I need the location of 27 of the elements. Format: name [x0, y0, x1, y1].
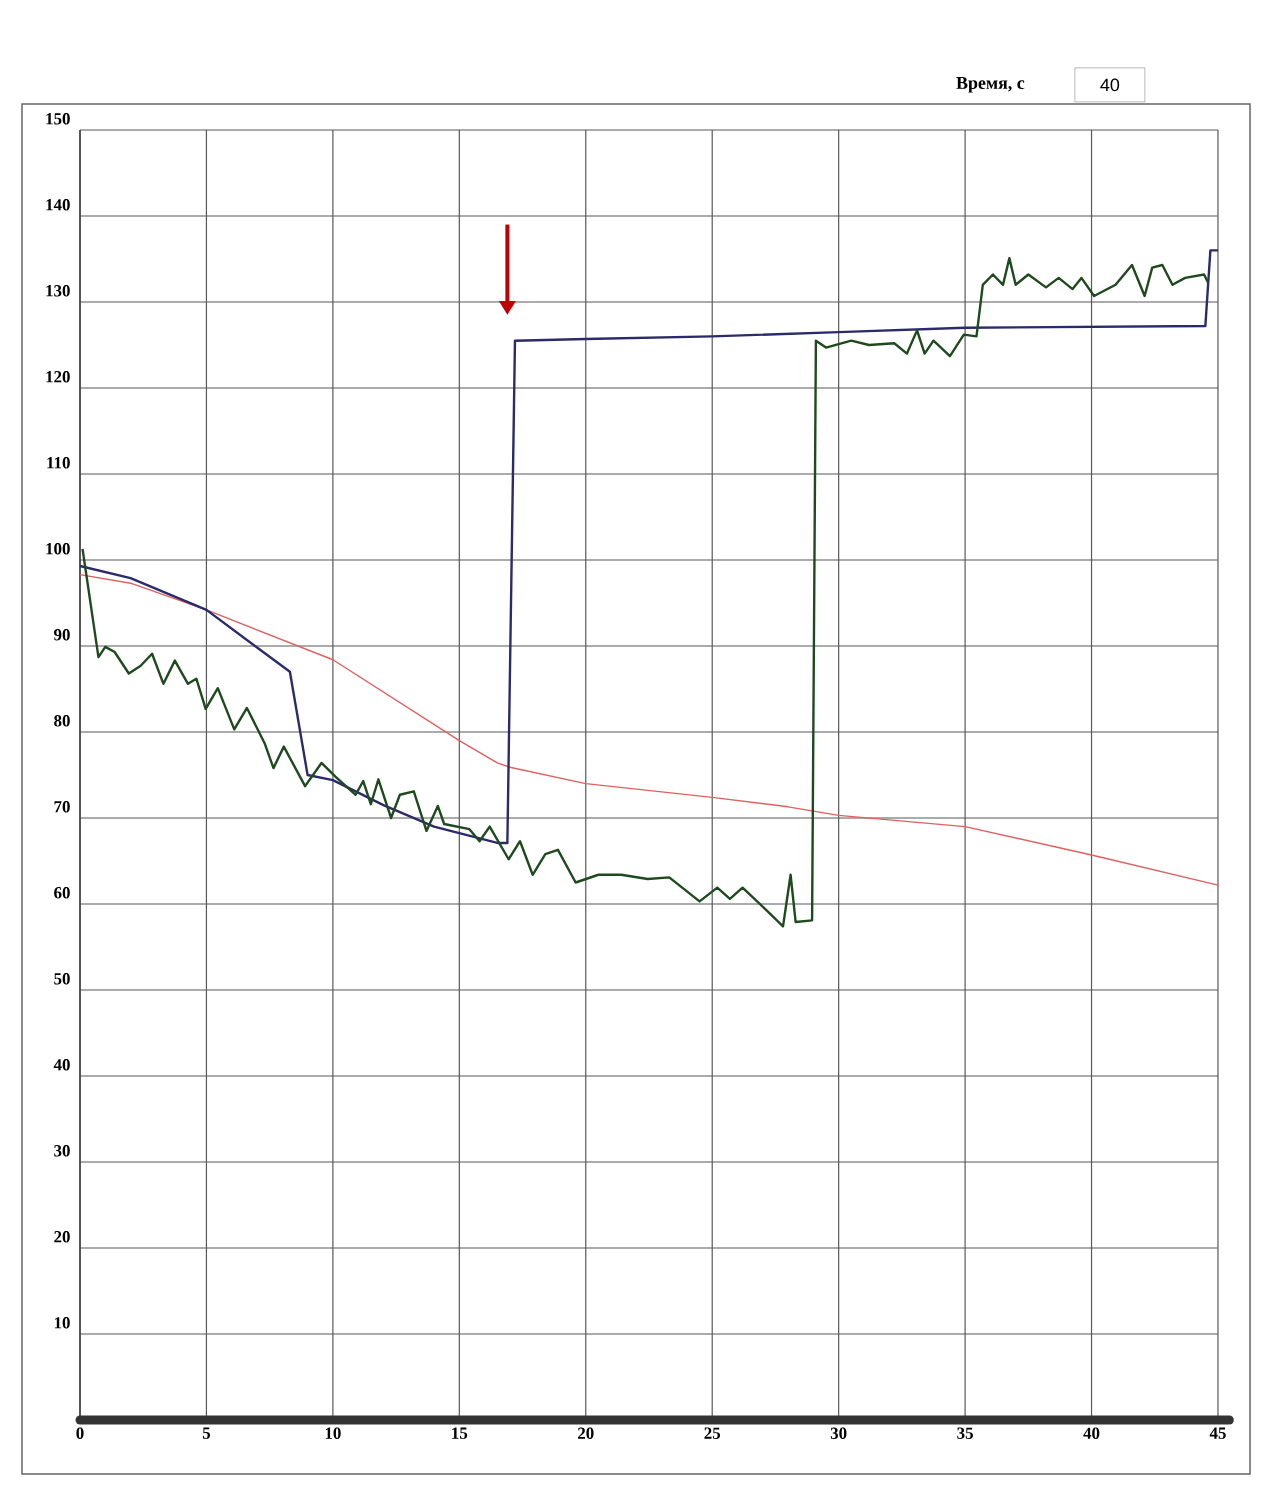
y-tick-label: 10 — [54, 1317, 70, 1329]
y-tick-label: 20 — [54, 1231, 70, 1243]
text: 40 — [1100, 78, 1120, 92]
y-tick-label: 100 — [46, 543, 70, 555]
y-tick-label: 70 — [54, 801, 70, 813]
x-tick-label: 30 — [830, 1427, 847, 1439]
x-tick-label: 0 — [76, 1427, 84, 1439]
x-tick-label: 25 — [704, 1427, 721, 1439]
y-tick-label: 50 — [54, 973, 70, 985]
x-tick-label: 20 — [578, 1427, 594, 1439]
x-tick-label: 40 — [1083, 1427, 1100, 1439]
y-tick-label: 150 — [46, 113, 70, 125]
y-tick-label: 110 — [47, 457, 70, 469]
x-tick-label: 5 — [202, 1427, 211, 1439]
y-tick-label: 40 — [53, 1059, 70, 1071]
x-tick-label: 15 — [452, 1427, 468, 1439]
y-tick-label: 80 — [54, 715, 70, 727]
y-tick-label: 120 — [46, 371, 70, 383]
y-tick-label: 30 — [54, 1145, 70, 1157]
x-tick-label: 35 — [957, 1427, 973, 1439]
x-tick-label: 10 — [325, 1427, 341, 1439]
y-tick-label: 90 — [54, 629, 70, 641]
x-axis-title: Время, с — [956, 77, 1025, 93]
x-tick-label: 45 — [1209, 1427, 1226, 1439]
y-tick-label: 130 — [46, 285, 70, 297]
y-tick-label: 140 — [46, 199, 70, 211]
y-tick-label: 60 — [54, 887, 70, 899]
